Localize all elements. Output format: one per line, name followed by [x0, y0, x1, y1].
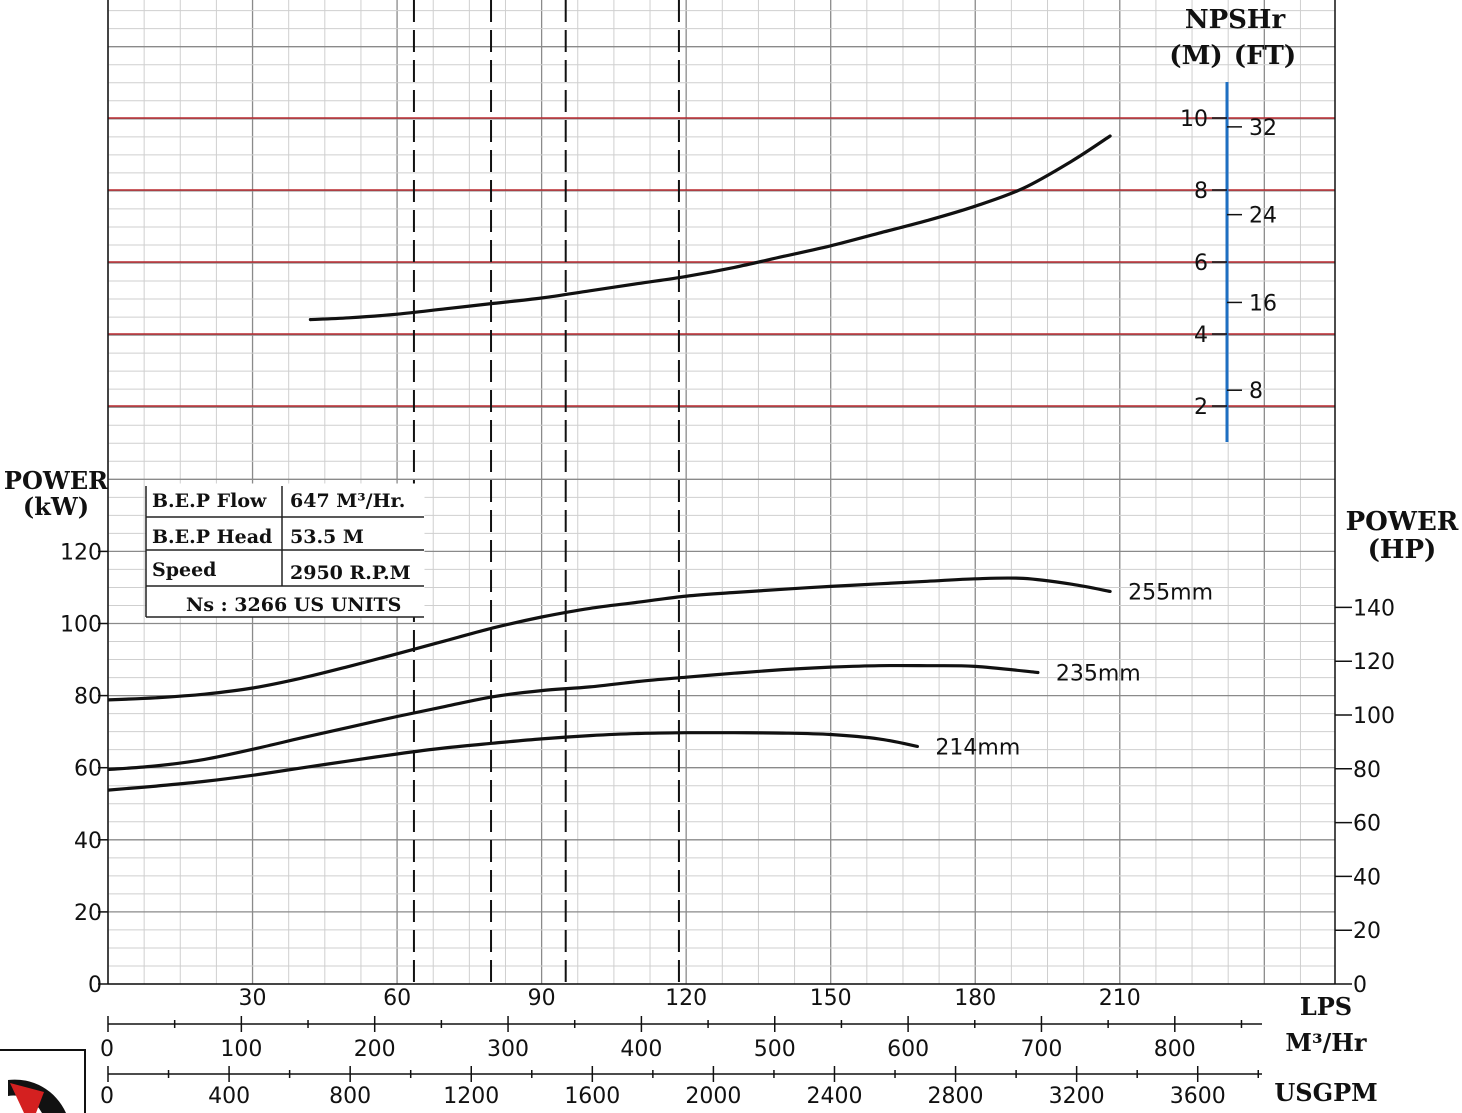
curves-layer — [108, 134, 1112, 792]
curve-label-255mm: 255mm — [1128, 580, 1213, 605]
power-hp-tick-label: 60 — [1353, 812, 1381, 837]
power-kw-title-line1: POWER — [4, 466, 109, 495]
curve-label-214mm: 214mm — [935, 735, 1020, 760]
usgpm-tick-label: 2000 — [685, 1084, 741, 1109]
usgpm-tick-label: 1600 — [564, 1084, 620, 1109]
m3hr-tick-label: 800 — [1154, 1037, 1196, 1062]
lps-tick-label: 90 — [528, 986, 556, 1011]
npshr-ft-tick-label: 16 — [1249, 291, 1277, 316]
dashed-reference-lines — [412, 0, 680, 984]
labels-layer: 0204060801001200204060801001201402468108… — [60, 107, 1395, 1109]
npshr-m-tick-label: 8 — [1194, 179, 1208, 204]
power-hp-tick-label: 80 — [1353, 758, 1381, 783]
lps-tick-label: 150 — [810, 986, 852, 1011]
npshr-m-unit: (M) — [1169, 41, 1222, 71]
power-hp-tick-label: 100 — [1353, 704, 1395, 729]
m3hr-tick-label: 600 — [887, 1037, 929, 1062]
power-hp-tick-label: 40 — [1353, 865, 1381, 890]
usgpm-tick-label: 3200 — [1049, 1084, 1105, 1109]
bep-head-value: 53.5 M — [290, 526, 364, 548]
power-kw-tick-label: 60 — [74, 757, 102, 782]
usgpm-tick-label: 0 — [100, 1084, 114, 1109]
npshr-ft-tick-label: 32 — [1249, 116, 1277, 141]
usgpm-tick-label: 2800 — [928, 1084, 984, 1109]
power-kw-tick-label: 20 — [74, 901, 102, 926]
curve-npshr — [308, 134, 1112, 322]
power-hp-tick-label: 20 — [1353, 919, 1381, 944]
m3hr-tick-label: 200 — [354, 1037, 396, 1062]
speed-value: 2950 R.P.M — [290, 562, 411, 584]
power-hp-tick-label: 0 — [1353, 973, 1367, 998]
speed-label: Speed — [152, 559, 216, 581]
curve-235mm — [108, 663, 1040, 772]
bep-head-label: B.E.P Head — [152, 526, 272, 548]
power-hp-tick-label: 140 — [1353, 596, 1395, 621]
npshr-m-tick-label: 10 — [1180, 107, 1208, 132]
usgpm-tick-label: 400 — [208, 1084, 250, 1109]
m3hr-axis-label: M³/Hr — [1285, 1028, 1367, 1057]
lps-tick-label: 60 — [383, 986, 411, 1011]
npshr-ft-unit: (FT) — [1234, 41, 1296, 71]
npshr-m-tick-label: 4 — [1194, 323, 1208, 348]
m3hr-tick-label: 400 — [620, 1037, 662, 1062]
npshr-gridlines — [108, 117, 1335, 407]
m3hr-tick-label: 500 — [754, 1037, 796, 1062]
curve-255mm — [108, 576, 1112, 702]
power-kw-tick-label: 100 — [60, 613, 102, 638]
lps-tick-label: 210 — [1099, 986, 1141, 1011]
power-kw-tick-label: 80 — [74, 685, 102, 710]
power-kw-title-line2: (kW) — [23, 492, 89, 521]
power-hp-title-line1: POWER — [1346, 507, 1459, 537]
usgpm-tick-label: 800 — [329, 1084, 371, 1109]
bep-flow-value: 647 M³/Hr. — [290, 490, 405, 512]
power-hp-tick-label: 120 — [1353, 650, 1395, 675]
pump-logo-icon — [0, 1049, 86, 1113]
npshr-ft-tick-label: 8 — [1249, 379, 1263, 404]
npshr-m-tick-label: 2 — [1194, 395, 1208, 420]
bep-flow-label: B.E.P Flow — [152, 490, 267, 512]
power-hp-title-line2: (HP) — [1368, 535, 1437, 565]
usgpm-tick-label: 1200 — [443, 1084, 499, 1109]
power-kw-tick-label: 0 — [88, 973, 102, 998]
usgpm-axis-label: USGPM — [1274, 1078, 1377, 1107]
lps-tick-label: 120 — [665, 986, 707, 1011]
lps-tick-label: 30 — [239, 986, 267, 1011]
curve-214mm — [108, 731, 919, 792]
lps-axis-label: LPS — [1300, 992, 1352, 1021]
m3hr-tick-label: 300 — [487, 1037, 529, 1062]
npshr-title: NPSHr — [1185, 5, 1286, 35]
usgpm-tick-label: 2400 — [806, 1084, 862, 1109]
curve-label-235mm: 235mm — [1056, 662, 1141, 687]
m3hr-tick-label: 700 — [1020, 1037, 1062, 1062]
m3hr-tick-label: 100 — [220, 1037, 262, 1062]
npshr-ft-tick-label: 24 — [1249, 204, 1277, 229]
bep-table: B.E.P Flow 647 M³/Hr. B.E.P Head 53.5 M … — [145, 483, 425, 618]
power-kw-tick-label: 120 — [60, 540, 102, 565]
power-kw-tick-label: 40 — [74, 829, 102, 854]
npshr-m-tick-label: 6 — [1194, 251, 1208, 276]
specific-speed: Ns : 3266 US UNITS — [186, 594, 401, 616]
usgpm-tick-label: 3600 — [1170, 1084, 1226, 1109]
lps-tick-label: 180 — [954, 986, 996, 1011]
m3hr-tick-label: 0 — [100, 1037, 114, 1062]
